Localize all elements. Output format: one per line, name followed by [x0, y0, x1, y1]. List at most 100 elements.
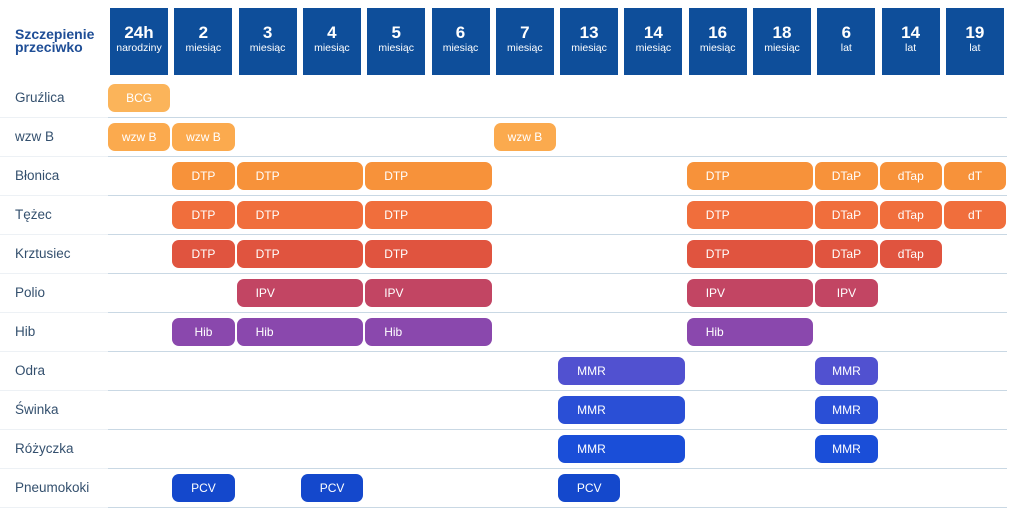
row-divider-label: [0, 390, 108, 391]
vaccine-dose-pill: Hib: [236, 318, 364, 346]
row-divider-label: [0, 468, 108, 469]
age-value: 6: [455, 23, 466, 42]
age-unit: lat: [905, 42, 917, 54]
vaccine-dose-pill: PCV: [172, 474, 235, 502]
age-column-header: 6 lat: [817, 8, 876, 75]
age-unit: miesiąc: [571, 42, 607, 54]
column-header-title: Szczepienie przeciwko: [15, 26, 95, 55]
vaccine-dose-pill: IPV: [686, 279, 814, 307]
vaccine-dose-pill: DTP: [365, 162, 492, 190]
age-unit: miesiąc: [764, 42, 800, 54]
row-divider: [108, 468, 1007, 469]
age-unit: miesiąc: [699, 42, 736, 54]
vaccine-dose-pill: wzw B: [108, 123, 171, 151]
row-divider-label: [0, 312, 108, 313]
row-divider-label: [0, 273, 108, 274]
vaccine-dose-pill: MMR: [558, 357, 685, 385]
age-unit: miesiąc: [314, 42, 350, 54]
age-unit: lat: [840, 42, 852, 54]
vaccine-dose-pill: DTP: [686, 240, 814, 268]
age-value: 3: [262, 23, 273, 42]
row-divider: [108, 195, 1007, 196]
age-column-header: 24h narodziny: [110, 8, 168, 75]
vaccine-dose-pill: DTP: [365, 240, 492, 268]
row-divider-label: [0, 156, 108, 157]
vaccine-row-label: Hib: [15, 324, 36, 339]
vaccine-row-label: Tężec: [15, 207, 52, 222]
vaccine-row-label: Pneumokoki: [15, 480, 90, 495]
age-value: 7: [520, 23, 530, 42]
row-divider-label: [0, 429, 108, 430]
age-column-header: 19 lat: [945, 8, 1004, 75]
age-column-header: 14 lat: [881, 8, 940, 75]
age-column-header: 18 miesiąc: [753, 8, 811, 75]
vaccine-dose-pill: dT: [943, 201, 1007, 229]
vaccine-dose-pill: DTaP: [815, 240, 878, 268]
age-value: 19: [965, 23, 985, 42]
age-value: 16: [708, 23, 728, 42]
vaccine-dose-pill: DTaP: [815, 162, 878, 190]
age-column-header: 16 miesiąc: [688, 8, 747, 75]
vaccine-row-label: Krztusiec: [15, 246, 71, 261]
vaccine-dose-pill: DTP: [172, 201, 235, 229]
row-divider-label: [0, 195, 108, 196]
vaccine-dose-pill: PCV: [558, 474, 621, 502]
vaccine-dose-pill: MMR: [558, 396, 685, 424]
vaccine-row-label: Błonica: [15, 168, 60, 183]
row-divider: [108, 429, 1007, 430]
age-value: 2: [198, 23, 209, 42]
vaccine-dose-pill: wzw B: [172, 123, 235, 151]
age-column-header: 7 miesiąc: [495, 8, 554, 75]
age-unit: miesiąc: [442, 42, 479, 54]
vaccine-row-label: Różyczka: [15, 441, 74, 456]
age-unit: miesiąc: [249, 42, 286, 54]
vaccine-dose-pill: DTP: [172, 240, 235, 268]
age-column-header: 13 miesiąc: [560, 8, 619, 75]
row-divider-label: [0, 234, 108, 235]
vaccine-dose-pill: dTap: [879, 162, 942, 190]
vaccine-dose-pill: dTap: [879, 201, 942, 229]
vaccine-dose-pill: MMR: [815, 396, 878, 424]
vaccine-row-label: wzw B: [15, 129, 55, 144]
age-column-header: 6 miesiąc: [431, 8, 490, 75]
age-column-header: 14 miesiąc: [624, 8, 683, 75]
vaccine-row-label: Odra: [15, 363, 46, 378]
vaccine-row-label: Świnka: [15, 402, 59, 417]
row-divider-label: [0, 117, 108, 118]
vaccine-dose-pill: DTP: [236, 240, 364, 268]
vaccine-dose-pill: dTap: [879, 240, 942, 268]
vaccine-dose-pill: PCV: [300, 474, 364, 502]
vaccine-dose-pill: IPV: [236, 279, 364, 307]
age-value: 5: [391, 23, 401, 42]
vaccine-dose-pill: Hib: [172, 318, 235, 346]
row-divider-label: [0, 351, 108, 352]
row-divider: [108, 390, 1007, 391]
row-divider: [108, 273, 1007, 274]
age-value: 14: [643, 23, 663, 42]
vaccine-row-label: Gruźlica: [15, 90, 65, 105]
vaccine-dose-pill: DTP: [686, 201, 814, 229]
vaccine-dose-pill: wzw B: [493, 123, 557, 151]
age-unit: miesiąc: [185, 42, 222, 54]
age-value: 13: [579, 23, 599, 42]
vaccine-dose-pill: IPV: [365, 279, 492, 307]
age-unit: lat: [969, 42, 981, 54]
vaccine-dose-pill: DTP: [172, 162, 235, 190]
vaccine-dose-pill: DTP: [236, 162, 364, 190]
age-column-header: 2 miesiąc: [174, 8, 233, 75]
vaccine-dose-pill: dT: [943, 162, 1007, 190]
row-divider: [108, 234, 1007, 235]
age-unit: miesiąc: [507, 42, 543, 54]
age-unit: miesiąc: [378, 42, 414, 54]
age-value: 6: [841, 23, 852, 42]
vaccine-dose-pill: DTP: [365, 201, 492, 229]
row-divider: [108, 117, 1007, 118]
age-column-header: 3 miesiąc: [238, 8, 297, 75]
age-column-header: 4 miesiąc: [302, 8, 361, 75]
vaccine-row-label: Polio: [15, 285, 46, 300]
vaccine-dose-pill: DTP: [236, 201, 364, 229]
age-value: 18: [772, 23, 792, 42]
row-divider: [108, 156, 1007, 157]
age-value: 14: [901, 23, 921, 42]
